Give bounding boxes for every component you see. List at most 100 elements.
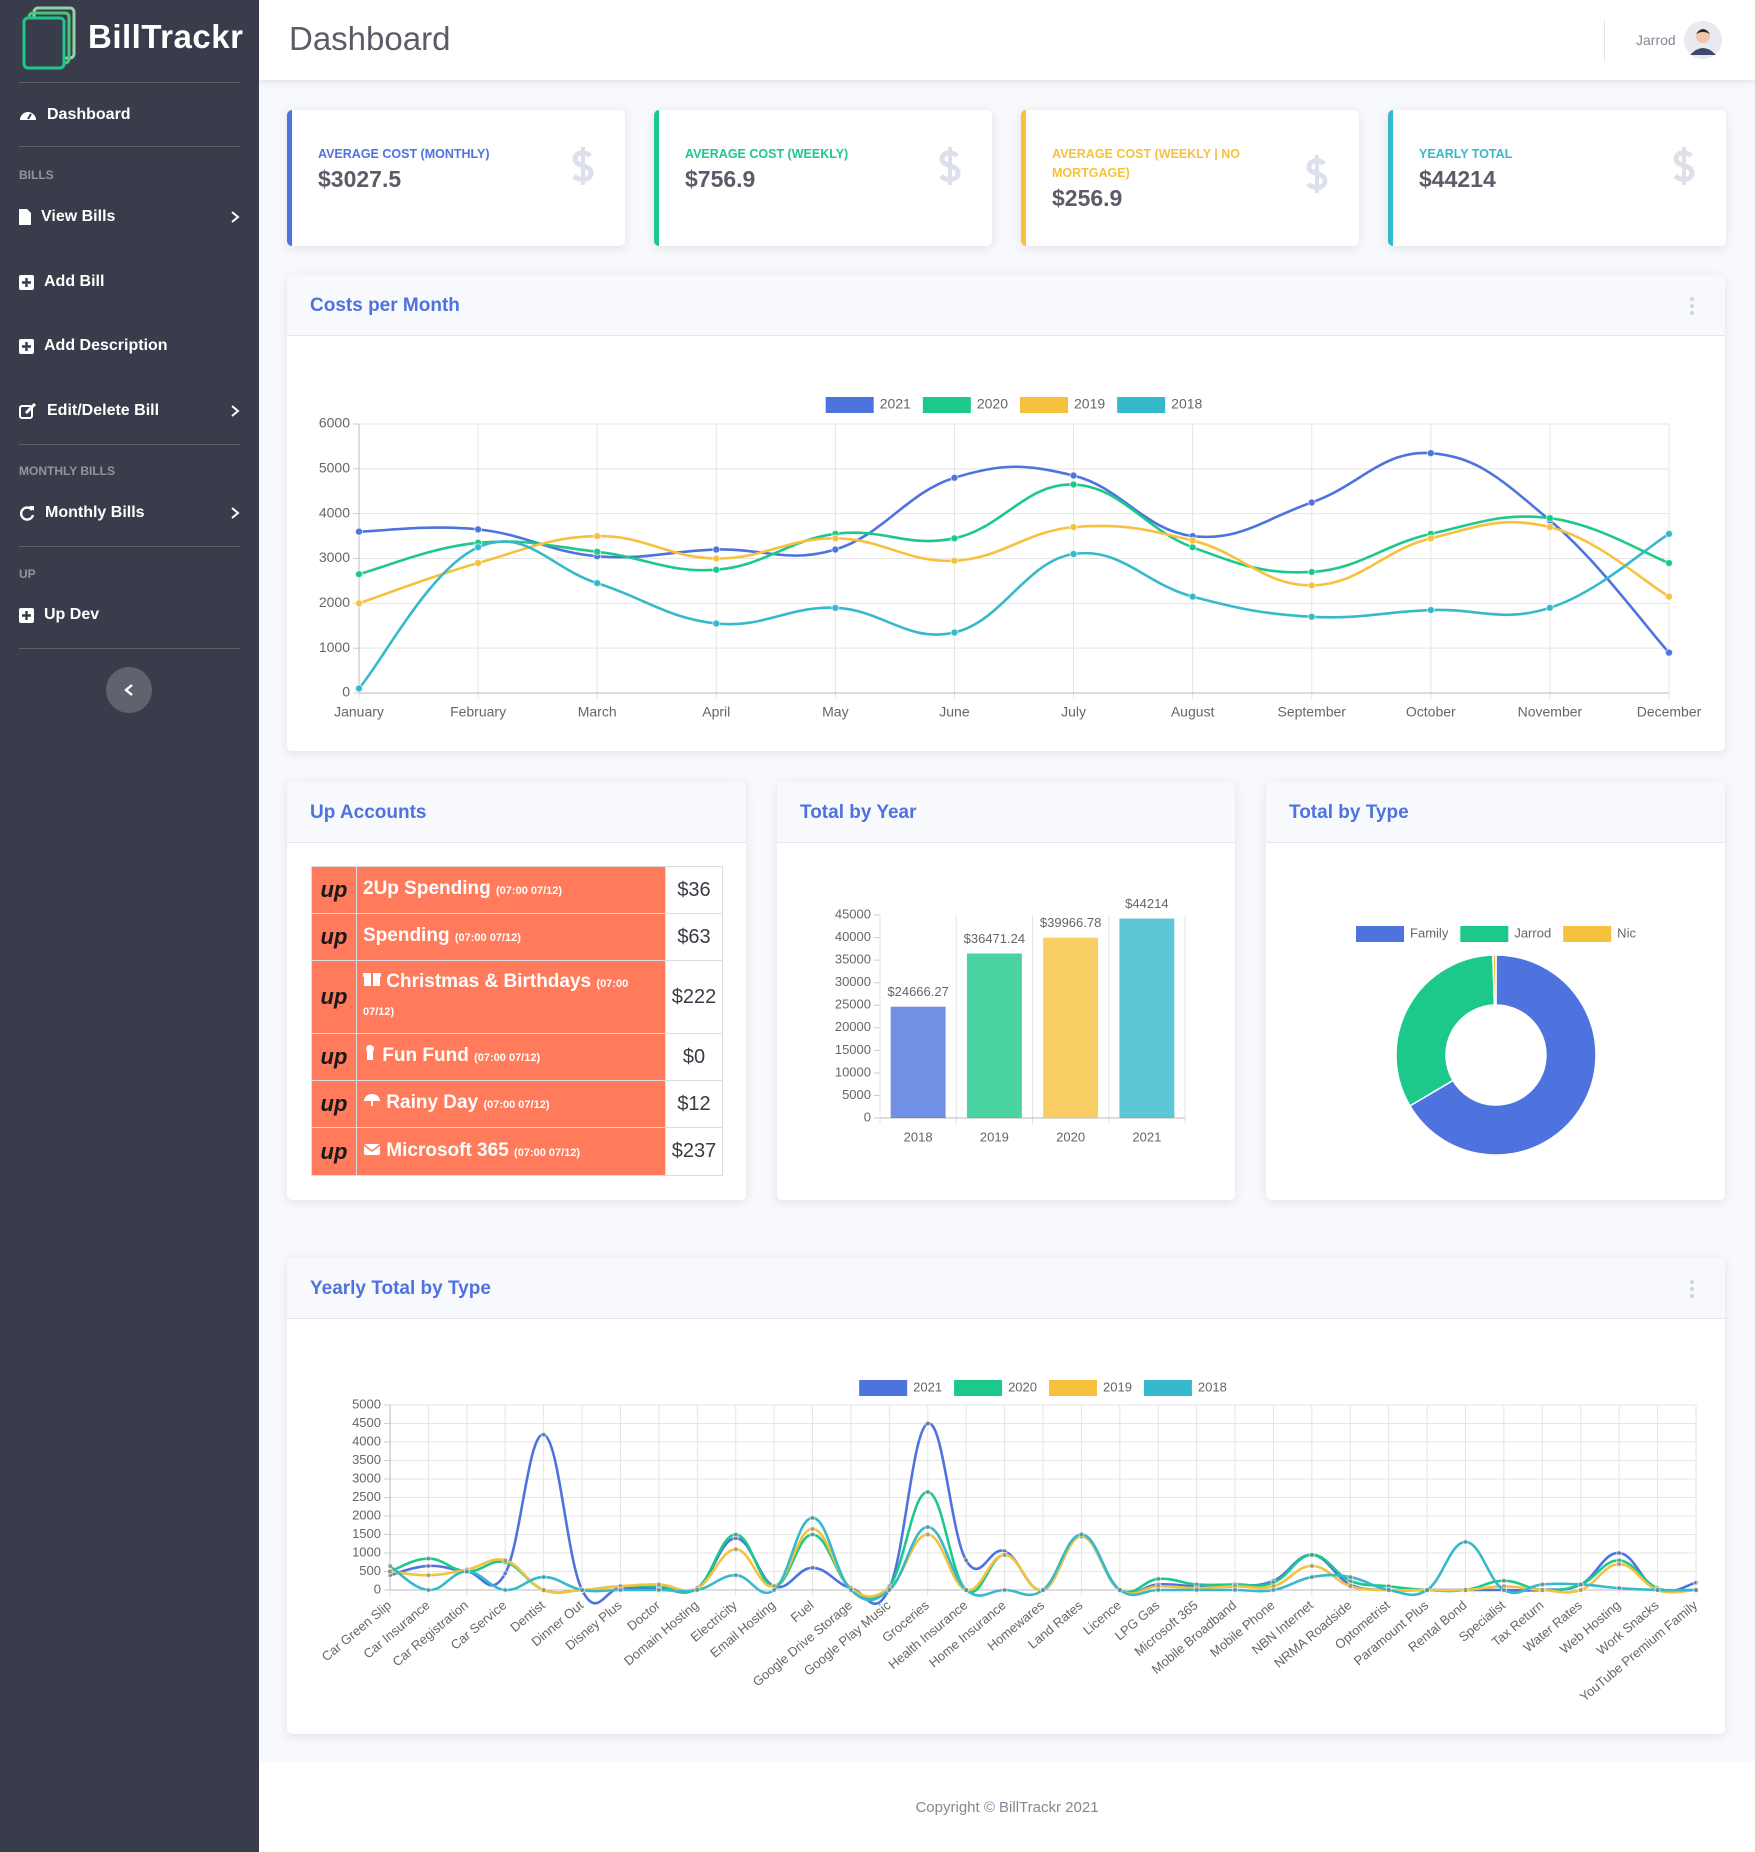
topbar-divider	[1604, 20, 1605, 62]
account-row: up Microsoft 365 (07:00 07/12) $237	[311, 1127, 723, 1176]
account-row: up Spending (07:00 07/12) $63	[311, 913, 723, 961]
nav-item[interactable]: Add Bill	[19, 271, 240, 293]
nav-label: Monthly Bills	[45, 504, 145, 521]
account-name-cell: 2Up Spending (07:00 07/12)	[356, 866, 666, 914]
footer: Copyright © BillTrackr 2021	[259, 1762, 1755, 1852]
dollar-icon	[572, 147, 594, 185]
row-icon	[366, 1045, 374, 1060]
nav-label: Edit/Delete Bill	[47, 402, 160, 419]
logo-cell: up	[311, 1127, 357, 1176]
page-title: Dashboard	[289, 20, 451, 57]
account-time: (07:00 07/12)	[474, 1052, 541, 1064]
account-name: Fun Fund	[382, 1045, 469, 1066]
logo-cell: up	[311, 960, 357, 1034]
icon	[19, 274, 34, 290]
account-name-cell: Fun Fund (07:00 07/12)	[356, 1033, 666, 1081]
account-name: 2Up Spending	[363, 878, 491, 899]
card-title: Costs per Month	[310, 295, 460, 316]
nav-item[interactable]: Monthly Bills	[19, 502, 240, 524]
menu-dots[interactable]	[1689, 296, 1695, 316]
up-logo: up	[320, 924, 348, 949]
nav-item[interactable]: Dashboard	[19, 104, 240, 126]
stat-value: $756.9	[685, 166, 756, 192]
account-amount: $237	[665, 1127, 723, 1176]
account-row: up Christmas & Birthdays (07:00 07/12) $2…	[311, 960, 723, 1034]
account-name-cell: Spending (07:00 07/12)	[356, 913, 666, 961]
user-name[interactable]: Jarrod	[1636, 32, 1676, 48]
chevron	[231, 211, 240, 223]
card-title: Yearly Total by Type	[310, 1278, 491, 1299]
account-time: (07:00 07/12)	[483, 1099, 550, 1111]
nav-label: View Bills	[41, 208, 116, 225]
chevron	[231, 405, 240, 417]
nav-item[interactable]: Up Dev	[19, 604, 240, 626]
icon	[19, 338, 34, 354]
divider	[19, 82, 240, 83]
nav-label: Dashboard	[47, 106, 131, 123]
logo-cell: up	[311, 913, 357, 961]
nav-item[interactable]: Add Description	[19, 335, 240, 357]
account-row: up Rainy Day (07:00 07/12) $12	[311, 1080, 723, 1128]
logo-cell: up	[311, 1080, 357, 1128]
card-title: Total by Type	[1289, 802, 1409, 823]
stat-value: $3027.5	[318, 166, 402, 192]
nav-heading: MONTHLY BILLS	[19, 464, 116, 478]
account-name: Christmas & Birthdays	[386, 971, 592, 992]
account-name: Rainy Day	[386, 1092, 479, 1113]
up-logo: up	[320, 877, 348, 902]
stat-card: YEARLY TOTAL $44214	[1388, 110, 1726, 246]
up-accounts-table: up 2Up Spending (07:00 07/12) $36 up Spendin…	[311, 866, 723, 1176]
nav-label: Add Bill	[44, 273, 105, 290]
account-name-cell: Microsoft 365 (07:00 07/12)	[356, 1127, 666, 1176]
row-icon	[363, 1143, 381, 1155]
stat-card: AVERAGE COST (WEEKLY) $756.9	[654, 110, 992, 246]
divider	[19, 648, 240, 649]
icon	[19, 607, 34, 623]
account-time: (07:00 07/12)	[496, 885, 563, 897]
sidebar: BillTrackr Dashboard BILLS View Bills Ad…	[0, 0, 259, 1852]
copyright: Copyright © BillTrackr 2021	[915, 1799, 1099, 1816]
chevron	[231, 507, 240, 519]
stat-card: AVERAGE COST (WEEKLY | NO MORTGAGE) $256.…	[1021, 110, 1359, 246]
brand-name[interactable]: BillTrackr	[88, 18, 244, 55]
icon	[20, 112, 36, 120]
row-icon	[364, 1094, 380, 1106]
logo-cell: up	[311, 1033, 357, 1081]
dollar-icon	[1673, 147, 1695, 185]
user-avatar[interactable]	[1684, 21, 1722, 59]
divider	[19, 146, 240, 147]
menu-dots[interactable]	[1689, 1279, 1695, 1299]
up-logo: up	[320, 1044, 348, 1069]
account-amount: $36	[665, 866, 723, 914]
brand-logo	[22, 6, 76, 70]
account-name: Microsoft 365	[386, 1139, 509, 1161]
stat-label: YEARLY TOTAL	[1419, 147, 1513, 161]
account-time: (07:00 07/12)	[454, 932, 521, 944]
dollar-icon	[939, 147, 961, 185]
icon	[20, 506, 35, 521]
nav-heading: UP	[19, 567, 36, 581]
account-name: Spending	[363, 925, 450, 946]
nav-label: Up Dev	[44, 606, 100, 623]
chart-card: Total by Type	[1266, 782, 1725, 1200]
account-row: up 2Up Spending (07:00 07/12) $36	[311, 866, 723, 914]
stat-label: AVERAGE COST (WEEKLY | NO MORTGAGE)	[1052, 147, 1241, 180]
account-amount: $63	[665, 913, 723, 961]
account-amount: $12	[665, 1080, 723, 1128]
sidebar-toggle[interactable]	[106, 667, 152, 713]
account-name-cell: Rainy Day (07:00 07/12)	[356, 1080, 666, 1128]
up-logo: up	[320, 984, 348, 1009]
nav-item[interactable]: Edit/Delete Bill	[19, 400, 240, 422]
row-icon	[363, 973, 381, 986]
chart-card: Yearly Total by Type	[287, 1258, 1725, 1734]
account-row: up Fun Fund (07:00 07/12) $0	[311, 1033, 723, 1081]
chart-card: Total by Year	[777, 782, 1235, 1200]
topbar: Dashboard Jarrod	[259, 0, 1755, 80]
nav-item[interactable]: View Bills	[19, 206, 240, 228]
stat-card: AVERAGE COST (MONTHLY) $3027.5	[287, 110, 625, 246]
card-title: Total by Year	[800, 802, 917, 823]
divider	[19, 546, 240, 547]
account-name-cell: Christmas & Birthdays (07:00 07/12)	[356, 960, 666, 1034]
stat-label: AVERAGE COST (WEEKLY)	[685, 147, 849, 161]
